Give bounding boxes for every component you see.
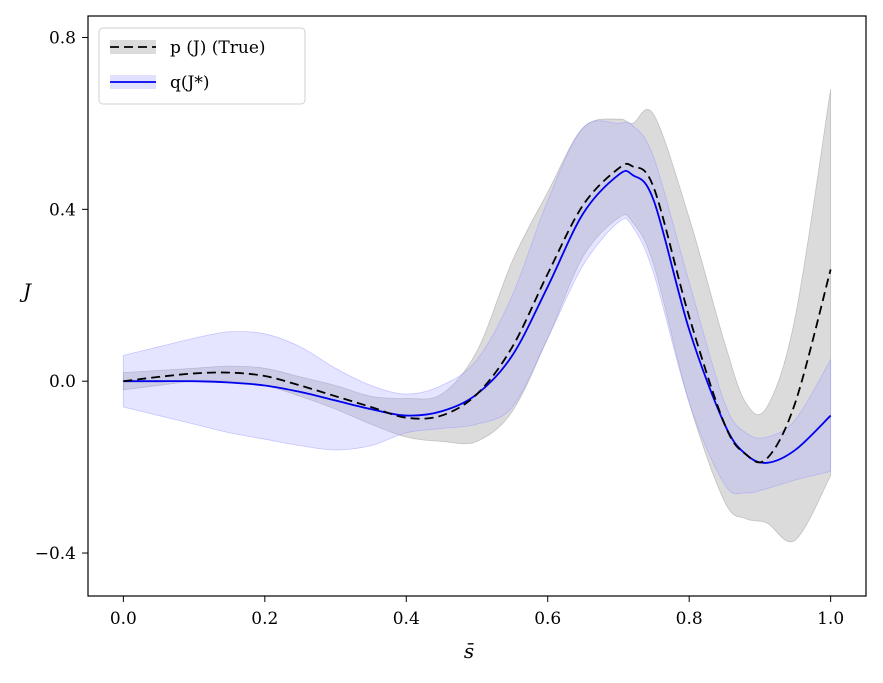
x-tick-label: 0.4: [393, 609, 420, 629]
y-tick-label: 0.8: [49, 28, 76, 48]
plot-frame: [87, 15, 867, 597]
legend: p (J) (True) q(J*): [98, 27, 306, 105]
y-tick-label: 0.0: [49, 372, 76, 392]
x-tick-label: 1.0: [817, 609, 844, 629]
confidence-bands: [122, 88, 832, 543]
line-series-0: [123, 162, 832, 464]
y-axis-label: J: [19, 279, 32, 303]
y-tick-label: −0.4: [35, 544, 76, 564]
legend-label-true: p (J) (True): [170, 38, 266, 58]
legend-box: [98, 27, 306, 105]
x-tick-label: 0.2: [251, 609, 278, 629]
legend-label-q: q(J*): [170, 73, 209, 93]
x-tick-label: 0.0: [110, 609, 137, 629]
x-tick-label: 0.6: [534, 609, 561, 629]
x-axis-label: s̄: [464, 639, 474, 663]
line-series-1: [123, 170, 832, 464]
x-axis-ticks: 0.0 0.2 0.4 0.6 0.8 1.0: [110, 596, 844, 629]
x-tick-label: 0.8: [676, 609, 703, 629]
y-axis-ticks: 0.8 0.4 0.0 −0.4: [35, 28, 88, 564]
y-tick-label: 0.4: [49, 200, 76, 220]
band-series-1: [122, 120, 832, 495]
series-lines: [123, 162, 832, 464]
